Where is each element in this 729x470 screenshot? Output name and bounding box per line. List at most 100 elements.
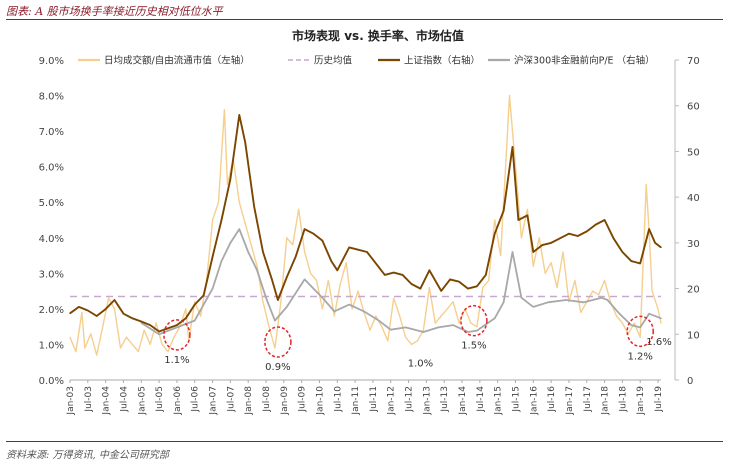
turnover-point [428,286,430,289]
turnover-point [488,279,490,282]
turnover-point [482,286,484,289]
x-tick-label: Jul-18 [618,386,628,413]
turnover-point [286,237,288,239]
turnover-point [321,308,324,310]
chart: 市场表现 vs. 换手率、市场估值 日均成交额/自由流通市值（左轴） 历史均值 上证… [39,28,700,416]
turnover-point [508,94,511,97]
low-point-label: 1.1% [164,355,189,366]
index-point [493,233,496,235]
turnover-point [621,322,623,324]
index-point [78,306,80,308]
figure-source: 资料来源: 万得资讯, 中金公司研究部 [6,450,169,461]
turnover-point [173,336,175,338]
index-point [244,141,246,143]
low-point-label: 1.0% [408,358,433,369]
pe-point [476,329,478,332]
y-right-tick-label: 60 [687,102,700,113]
index-point [167,327,169,330]
turnover-point [562,251,564,253]
turnover-point [200,315,202,317]
index-point [238,114,240,116]
index-point [526,214,529,217]
turnover-point [520,237,523,239]
pe-point [502,301,505,303]
pe-point [211,287,214,290]
turnover-point [113,308,116,310]
turnover-point [108,297,110,299]
x-tick-label: Jul-17 [583,386,593,413]
y-right-tick-label: 50 [687,147,700,158]
index-point [312,233,315,235]
pe-point [660,317,662,319]
turnover-point [544,272,546,274]
index-point [476,285,478,287]
index-point [419,287,422,290]
turnover-point [143,329,145,331]
index-point [253,205,255,207]
turnover-point [194,301,196,303]
turnover-point [131,343,133,346]
index-point [295,255,297,258]
pe-point [247,251,249,253]
index-point [211,255,214,258]
pe-point [606,299,609,301]
turnover-point [422,329,425,331]
y-right-tick-label: 10 [687,330,700,341]
turnover-point [167,350,169,353]
pe-point [286,306,288,308]
low-point-circle [626,315,654,348]
x-tick-label: Jul-07 [226,386,236,413]
turnover-point [244,222,246,225]
turnover-point [137,350,139,353]
y-left-tick-label: 1.0% [39,340,64,351]
index-point [375,262,377,265]
pe-point [158,333,160,335]
turnover-point [598,294,600,296]
turnover-point [315,279,318,282]
index-point [440,290,442,292]
y-left-tick-label: 3.0% [39,269,64,280]
turnover-point [404,336,407,338]
header-rule [6,19,723,20]
index-point [502,210,505,212]
pe-point [520,297,523,299]
index-point [648,228,650,230]
index-point [559,237,561,239]
low-point-label: 1.6% [646,337,671,348]
turnover-point [304,251,306,253]
turnover-point [250,244,252,246]
turnover-point [226,183,229,186]
pe-point [467,331,469,333]
index-point [87,309,89,312]
index-point [149,324,151,326]
turnover-point [660,322,662,324]
series-index-line [69,113,662,333]
index-point [428,269,431,271]
footer-rule [6,441,723,442]
index-point [277,299,279,301]
turnover-point [639,336,641,338]
low-point-circle [460,304,488,337]
x-tick-label: Jan-03 [66,386,76,416]
x-tick-label: Jul-09 [298,386,308,413]
turnover-point [84,347,86,349]
turnover-point [393,297,395,299]
x-tick-label: Jul-06 [191,386,201,413]
pe-point [390,329,392,331]
index-point [630,260,633,262]
turnover-point [550,262,552,264]
x-tick-label: Jan-19 [636,386,646,416]
pe-point [583,301,585,303]
series-layer [69,94,662,356]
index-point [303,228,306,230]
low-point-label: 1.5% [461,341,486,352]
legend-label-turnover: 日均成交额/自由流通市值（左轴） [104,55,250,67]
pe-point [648,313,650,315]
turnover-point [327,279,329,282]
turnover-point [458,322,460,324]
annotation-layer: 1.1% 0.9% 1.0% 1.5% 1.2% 1.6% [163,304,672,373]
turnover-point [298,208,300,210]
index-point [330,260,333,262]
y-left-tick-label: 8.0% [39,92,64,103]
pe-point [639,326,641,329]
